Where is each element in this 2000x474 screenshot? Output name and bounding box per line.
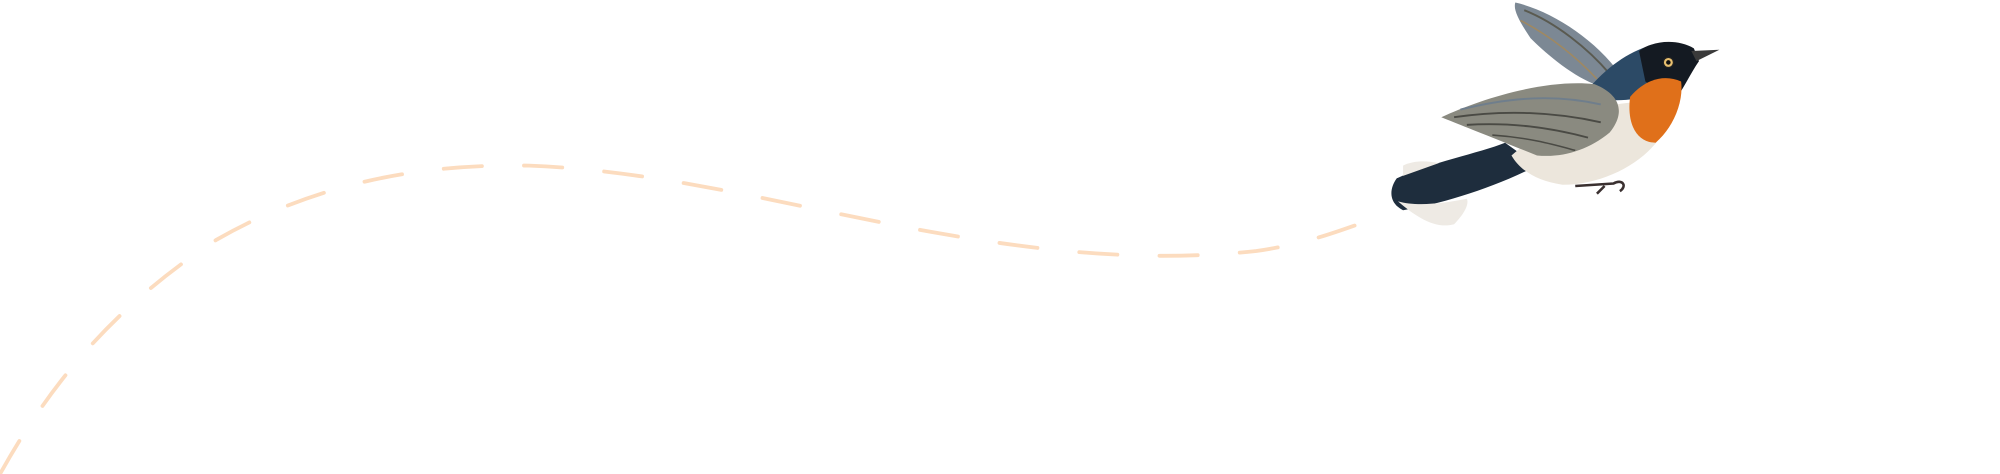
bird-tail <box>1391 142 1537 211</box>
bird-upper-wing <box>1514 2 1620 85</box>
bird-illustration <box>1391 2 1720 226</box>
dashed-flight-path <box>0 163 1357 474</box>
bird-foot <box>1575 180 1625 195</box>
bird-throat <box>1629 78 1682 143</box>
bird-beak <box>1691 49 1720 62</box>
bird-main-wing <box>1441 83 1619 156</box>
